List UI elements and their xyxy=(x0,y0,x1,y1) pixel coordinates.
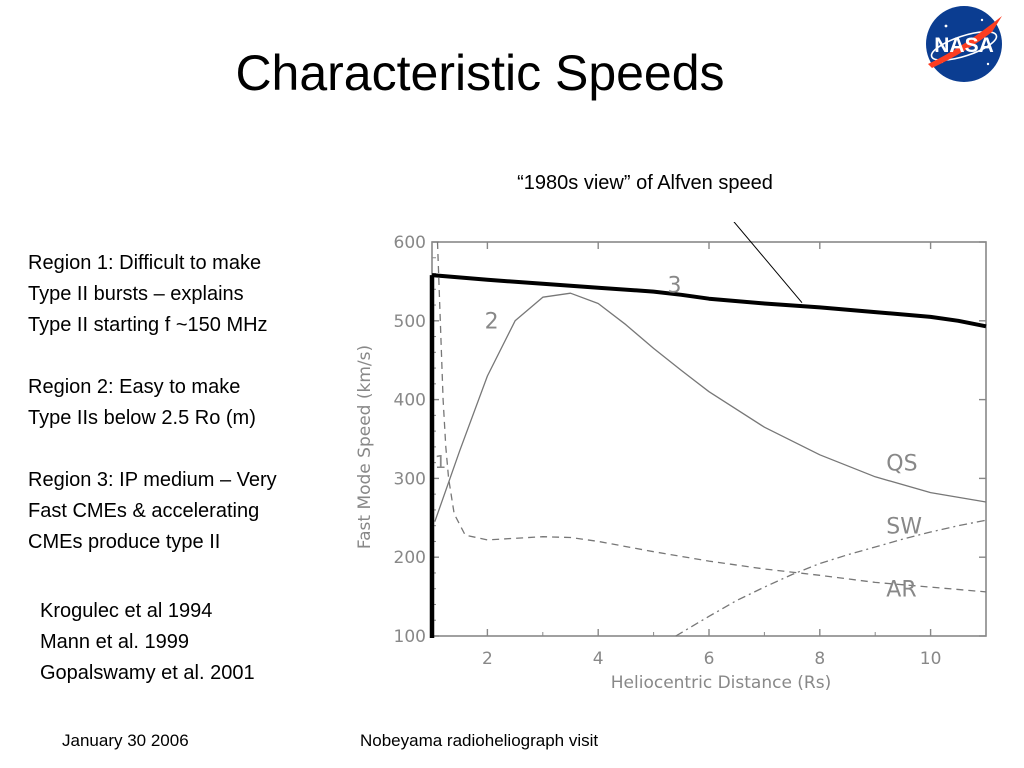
region-note-line: Type II starting f ~150 MHz xyxy=(28,314,268,336)
x-tick-label: 10 xyxy=(920,649,942,669)
region-label: 1 xyxy=(435,452,446,473)
series-label: AR xyxy=(886,578,916,603)
references: Krogulec et al 1994 Mann et al. 1999 Gop… xyxy=(40,596,340,689)
slide-title: Characteristic Speeds xyxy=(235,45,725,101)
reference-item: Krogulec et al 1994 xyxy=(40,600,213,622)
footer-date: January 30 2006 xyxy=(62,731,189,750)
fast-mode-speed-chart: 2 4 6 8 10 100 200 300 400 500 600 Heliocentric Di… xyxy=(355,222,987,693)
logo-orbit xyxy=(930,31,998,61)
y-tick-label: 300 xyxy=(394,469,426,489)
region-notes: Region 1: Difficult to make Type II burs… xyxy=(28,248,358,558)
series-label: SW xyxy=(886,515,922,540)
logo-star xyxy=(944,24,948,28)
chart-series xyxy=(429,241,987,638)
region-note-line: Type IIs below 2.5 Ro (m) xyxy=(28,407,256,429)
footer-event: Nobeyama radioheliograph visit xyxy=(360,731,599,750)
region-note-line: CMEs produce type II xyxy=(28,531,221,553)
series-line-qs xyxy=(434,292,987,522)
x-axis-label: Heliocentric Distance (Rs) xyxy=(611,673,831,693)
y-tick-label: 400 xyxy=(394,391,426,411)
y-tick-label: 100 xyxy=(394,627,426,647)
x-tick-label: 2 xyxy=(482,649,493,669)
region-note-line: Region 3: IP medium – Very xyxy=(28,469,277,491)
region-label: 3 xyxy=(667,273,681,298)
alfven-annotation: “1980s view” of Alfven speed xyxy=(517,172,773,194)
reference-item: Gopalswamy et al. 2001 xyxy=(40,662,255,684)
x-tick-label: 6 xyxy=(704,649,715,669)
series-line-sw xyxy=(675,519,987,637)
y-axis-label: Fast Mode Speed (km/s) xyxy=(355,345,375,549)
logo-vector xyxy=(928,16,1002,68)
region-label: 2 xyxy=(485,310,499,335)
x-tick-label: 4 xyxy=(593,649,604,669)
logo-wordmark: NASA xyxy=(934,34,994,57)
y-tick-label: 200 xyxy=(394,548,426,568)
chart-labels: Heliocentric Distance (Rs) Fast Mode Spee… xyxy=(355,222,922,693)
x-tick-label: 8 xyxy=(814,649,825,669)
region-note-line: Region 2: Easy to make xyxy=(28,376,241,398)
region-3-note: Region 3: IP medium – Very Fast CMEs & a… xyxy=(28,465,358,558)
reference-item: Mann et al. 1999 xyxy=(40,631,189,653)
series-line-alfven-speed-1980s-view xyxy=(431,273,987,329)
series-line-ar xyxy=(436,241,987,593)
region-note-line: Fast CMEs & accelerating xyxy=(28,500,260,522)
logo-star xyxy=(980,18,984,22)
series-label: QS xyxy=(886,452,917,477)
annotation-pointer xyxy=(733,222,803,303)
y-tick-label: 600 xyxy=(394,233,426,253)
nasa-logo: NASA xyxy=(926,6,1002,82)
region-note-line: Type II bursts – explains xyxy=(28,283,244,305)
region-2-note: Region 2: Easy to make Type IIs below 2.… xyxy=(28,372,358,434)
region-1-note: Region 1: Difficult to make Type II burs… xyxy=(28,248,358,341)
logo-star xyxy=(986,62,990,66)
region-note-line: Region 1: Difficult to make xyxy=(28,252,262,274)
y-tick-label: 500 xyxy=(394,312,426,332)
